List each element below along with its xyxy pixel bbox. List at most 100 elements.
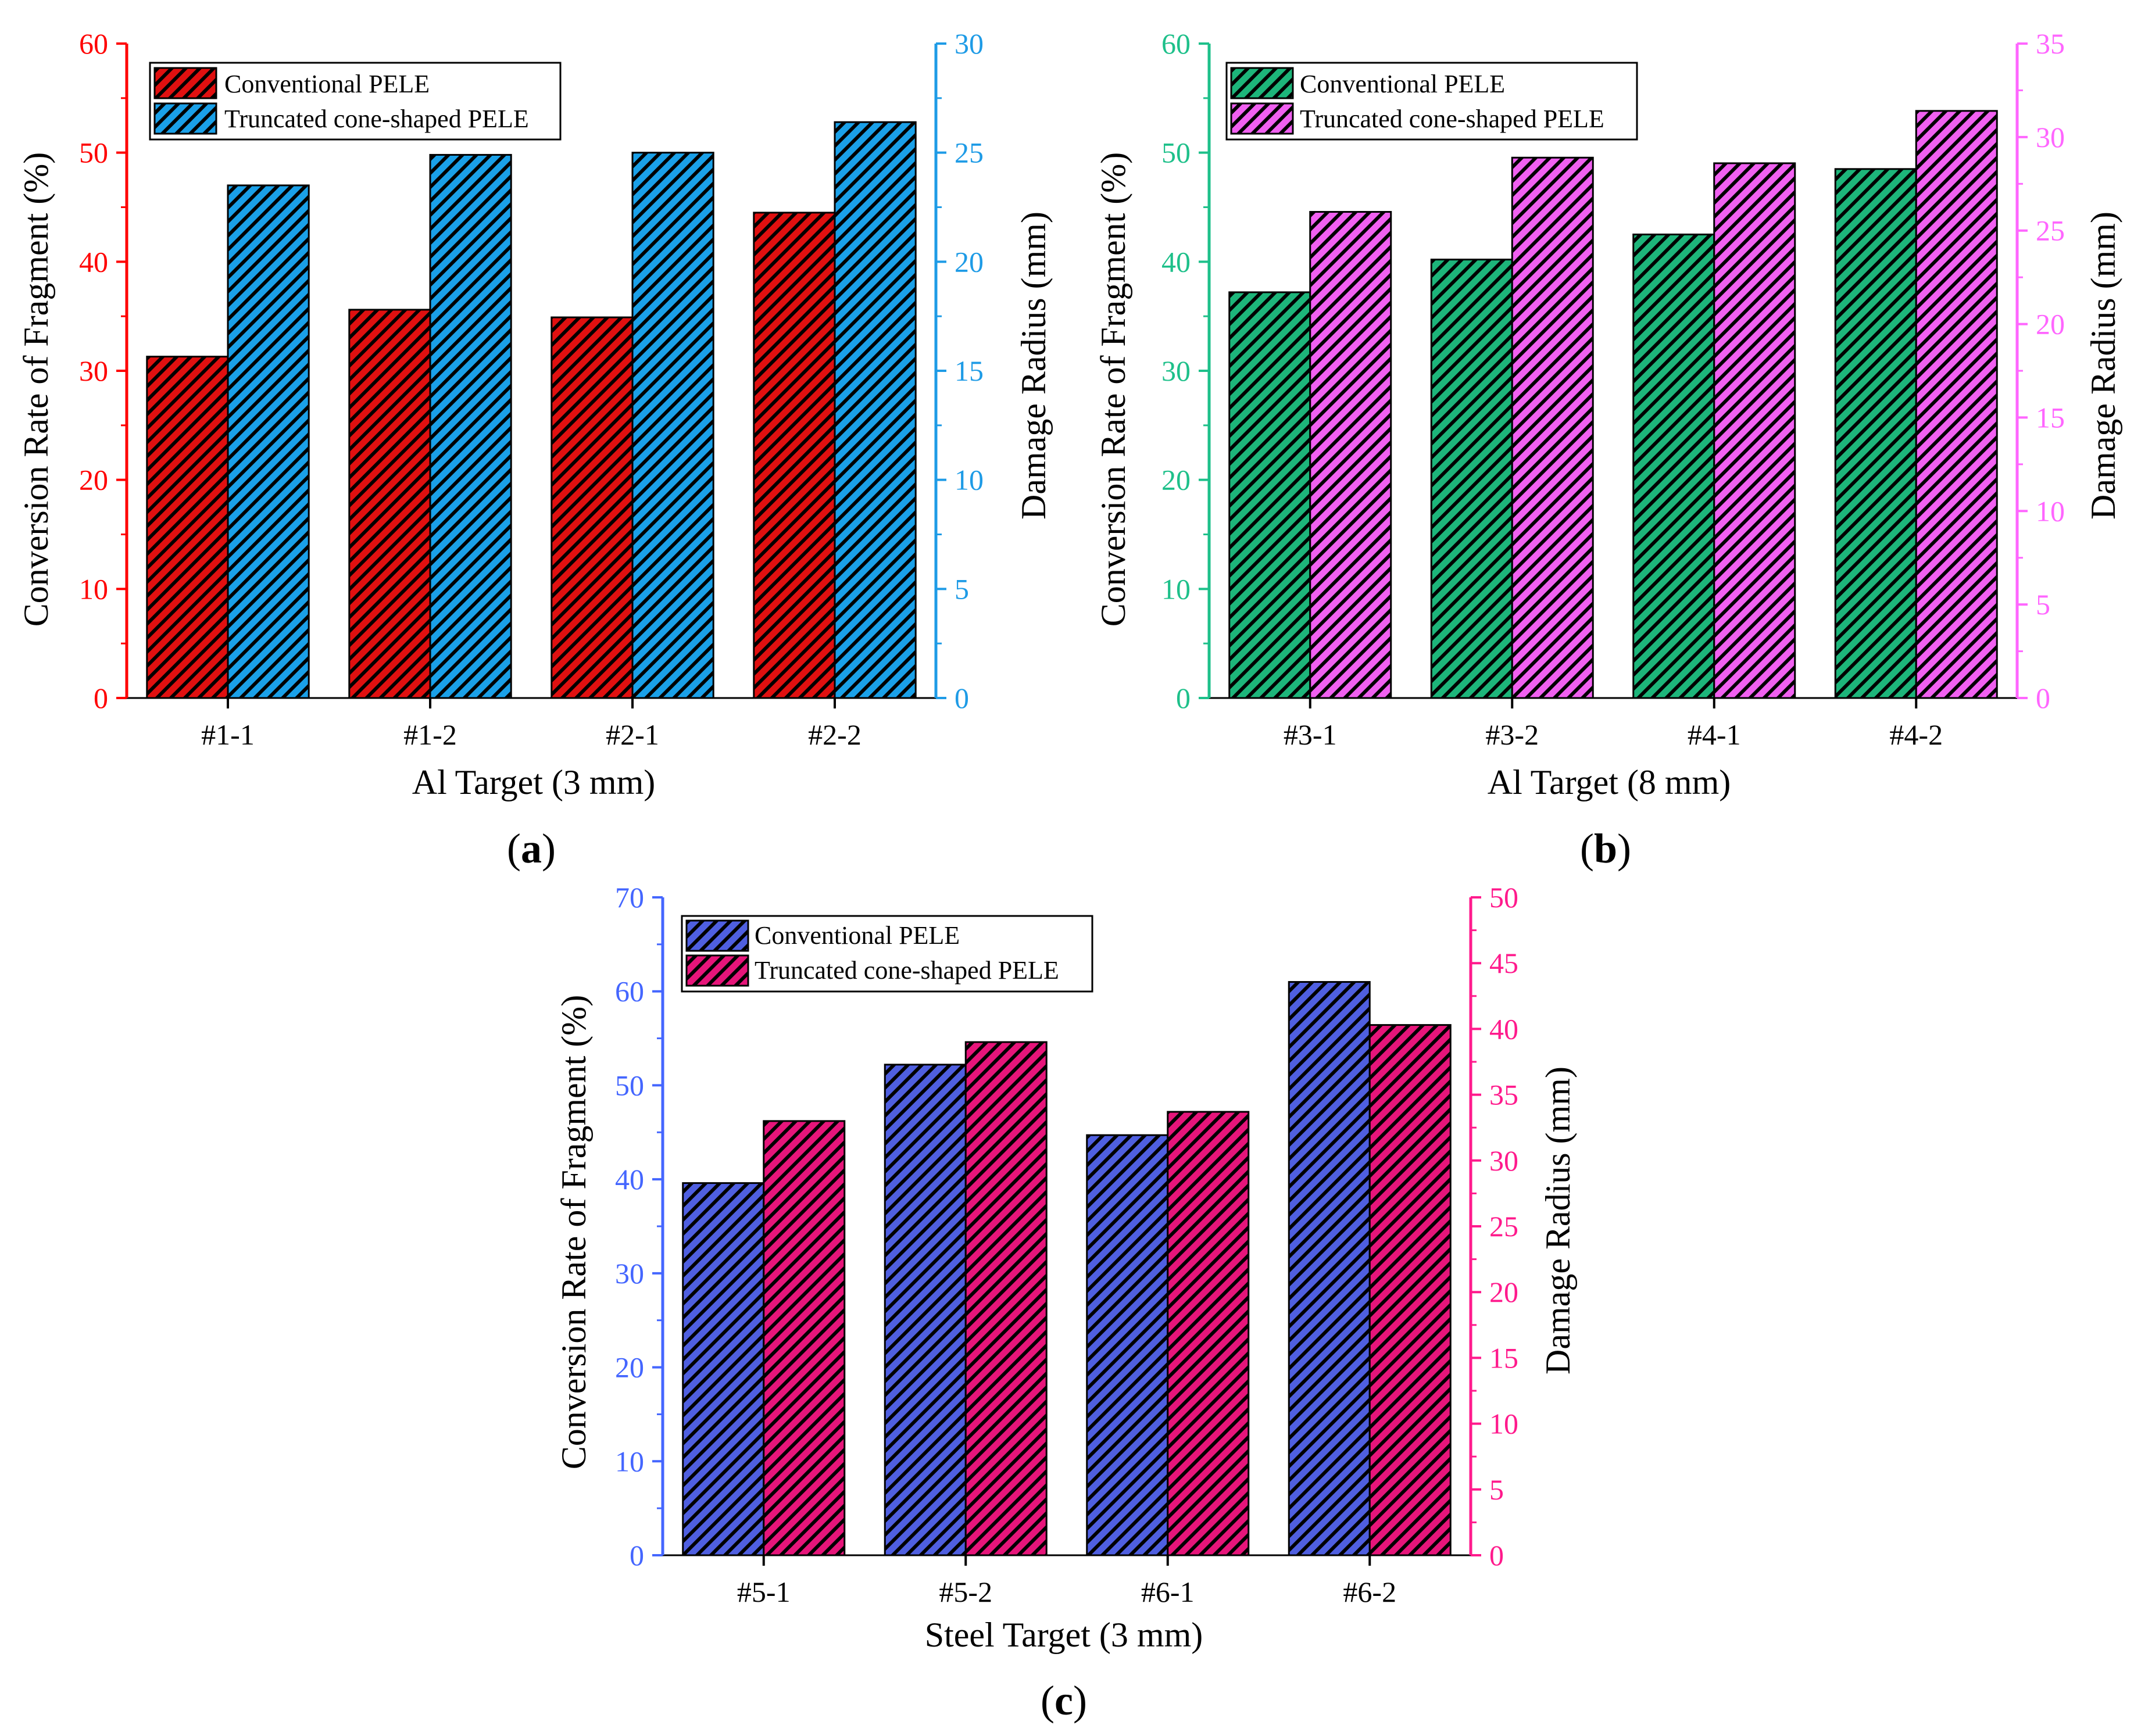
y-tick-label-left: 40 (79, 245, 108, 278)
y-axis-title-left: Conversion Rate of Fragment (%) (555, 995, 593, 1469)
panel-label: (c) (1041, 1677, 1087, 1724)
bar-1-1-truncated (227, 184, 310, 699)
y-tick-label-left: 60 (615, 975, 644, 1008)
bar-1-2-conventional (348, 309, 431, 699)
y-tick-label-left: 60 (1161, 27, 1191, 60)
legend-swatch-truncated (1230, 102, 1294, 135)
y-tick-label-right: 50 (1489, 881, 1518, 914)
x-tick-label: #6-1 (1141, 1576, 1195, 1608)
y-tick-label-left: 20 (1161, 464, 1191, 496)
panel-b-bars (1228, 110, 1998, 699)
bar-1-1-conventional (146, 356, 229, 699)
y-axis-title-left: Conversion Rate of Fragment (%) (17, 152, 55, 627)
y-tick-label-right: 5 (2036, 588, 2050, 621)
panel-a-axes: 0 10 20 30 40 50 60 0 5 10 15 20 25 30 #1-1 #1-2 #2-1 #2-… (79, 27, 984, 751)
x-axis-title: Steel Target (3 mm) (925, 1616, 1203, 1654)
y-tick-label-right: 20 (1489, 1276, 1518, 1308)
y-tick-label-right: 35 (2036, 27, 2065, 60)
y-tick-label-right: 15 (955, 355, 984, 387)
y-tick-label-left: 40 (1161, 245, 1191, 278)
x-tick-label: #2-2 (808, 718, 862, 751)
legend-swatch-conventional (685, 919, 749, 952)
y-tick-label-left: 20 (615, 1351, 644, 1384)
y-tick-label-left: 50 (615, 1069, 644, 1101)
y-axis-title-right: Damage Radius (mm) (2084, 212, 2122, 520)
y-tick-label-left: 60 (79, 27, 108, 60)
y-tick-label-right: 30 (2036, 121, 2065, 153)
bar-6-2-conventional (1288, 981, 1371, 1556)
panel-letter: c (1055, 1677, 1073, 1724)
y-tick-label-right: 30 (1489, 1144, 1518, 1177)
y-tick-label-right: 5 (1489, 1473, 1504, 1506)
bar-5-2-truncated (964, 1041, 1048, 1556)
y-tick-label-left: 10 (1161, 572, 1191, 605)
y-tick-label-left: 70 (615, 881, 644, 914)
y-tick-label-left: 0 (630, 1539, 644, 1572)
x-tick-label: #2-1 (606, 718, 659, 751)
y-tick-label-right: 0 (1489, 1539, 1504, 1572)
y-tick-label-right: 25 (955, 137, 984, 169)
bar-2-1-conventional (551, 316, 634, 699)
y-tick-label-left: 40 (615, 1163, 644, 1195)
bar-6-1-conventional (1086, 1134, 1169, 1556)
y-axis-title-right: Damage Radius (mm) (1539, 1066, 1577, 1375)
y-tick-label-right: 25 (2036, 214, 2065, 247)
legend-swatch-conventional (1230, 67, 1294, 99)
y-tick-label-right: 10 (955, 464, 984, 496)
panel-c-axes: 0 10 20 30 40 50 60 70 0 5 10 15 20 25 30 35 40 45 50 #5-1 #… (615, 881, 1518, 1608)
y-tick-label-left: 0 (1176, 682, 1191, 714)
bar-6-2-truncated (1368, 1024, 1452, 1556)
bar-5-1-truncated (763, 1120, 846, 1556)
y-tick-label-left: 10 (79, 572, 108, 605)
legend-swatch-conventional (153, 67, 217, 99)
y-axis-title-right: Damage Radius (mm) (1014, 212, 1053, 520)
y-tick-label-right: 0 (955, 682, 969, 714)
y-tick-label-left: 50 (79, 137, 108, 169)
bar-4-2-conventional (1834, 168, 1917, 699)
bar-2-2-truncated (834, 121, 917, 699)
legend-label-conventional: Conventional PELE (755, 921, 960, 950)
x-tick-label: #1-1 (201, 718, 255, 751)
bar-5-1-conventional (682, 1182, 765, 1556)
y-tick-label-right: 5 (955, 572, 969, 605)
x-axis-title: Al Target (8 mm) (1488, 763, 1731, 801)
bar-3-2-truncated (1511, 156, 1594, 699)
y-tick-label-right: 10 (1489, 1408, 1518, 1440)
panel-a-legend: Conventional PELE Truncated cone-shaped … (149, 62, 562, 141)
y-tick-label-left: 30 (615, 1257, 644, 1290)
y-tick-label-left: 50 (1161, 137, 1191, 169)
legend-label-truncated: Truncated cone-shaped PELE (1300, 105, 1604, 133)
y-tick-label-right: 40 (1489, 1012, 1518, 1045)
panel-c-legend: Conventional PELE Truncated cone-shaped … (681, 915, 1093, 993)
bar-5-2-conventional (884, 1064, 967, 1556)
x-tick-label: #4-1 (1688, 718, 1741, 751)
panel-a-bars (146, 121, 917, 699)
y-tick-label-right: 45 (1489, 947, 1518, 979)
panel-a: 0 10 20 30 40 50 60 0 5 10 15 20 25 30 #1-1 #1-2 #2-1 #2-… (17, 27, 1053, 872)
bar-1-2-truncated (429, 153, 512, 699)
y-tick-label-right: 0 (2036, 682, 2050, 714)
legend-label-conventional: Conventional PELE (1300, 70, 1505, 98)
x-tick-label: #6-2 (1343, 1576, 1396, 1608)
bar-3-1-conventional (1228, 291, 1311, 699)
y-tick-label-left: 30 (1161, 355, 1191, 387)
legend-swatch-truncated (153, 102, 217, 135)
legend-swatch-truncated (685, 954, 749, 987)
panel-letter: a (521, 825, 542, 872)
y-tick-label-left: 0 (94, 682, 108, 714)
panel-c: 0 10 20 30 40 50 60 70 0 5 10 15 20 25 30 35 40 45 50 #5-1 #… (555, 881, 1577, 1724)
x-tick-label: #3-1 (1284, 718, 1337, 751)
legend-label-truncated: Truncated cone-shaped PELE (755, 956, 1059, 985)
y-tick-label-left: 10 (615, 1445, 644, 1477)
bar-2-1-truncated (631, 152, 714, 699)
panel-c-bars (682, 981, 1452, 1556)
y-tick-label-right: 15 (1489, 1341, 1518, 1374)
x-tick-label: #1-2 (403, 718, 457, 751)
bar-3-2-conventional (1430, 259, 1513, 699)
y-tick-label-right: 30 (955, 27, 984, 60)
x-axis-title: Al Target (3 mm) (412, 763, 656, 801)
legend-label-conventional: Conventional PELE (224, 70, 430, 98)
panel-b-legend: Conventional PELE Truncated cone-shaped … (1225, 62, 1638, 141)
y-tick-label-right: 20 (2036, 308, 2065, 341)
